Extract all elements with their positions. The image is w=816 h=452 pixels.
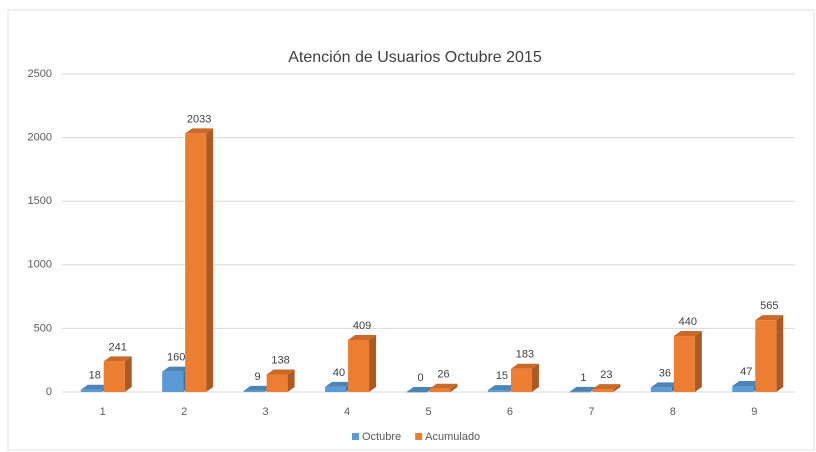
data-label: 15 xyxy=(496,370,508,382)
bar xyxy=(755,315,784,392)
y-tick-label: 2000 xyxy=(28,132,52,144)
y-tick-label: 2500 xyxy=(28,68,52,80)
bar-top xyxy=(755,315,784,321)
data-label: 565 xyxy=(760,300,778,312)
bar xyxy=(348,334,377,392)
bar-front xyxy=(185,133,207,392)
bar xyxy=(406,387,435,393)
data-label: 138 xyxy=(271,354,289,366)
data-label: 241 xyxy=(109,341,127,353)
bar-top xyxy=(325,381,354,387)
x-tick-label: 5 xyxy=(425,406,431,418)
bar-top xyxy=(673,331,702,337)
bar-top xyxy=(732,381,761,387)
bar-front xyxy=(755,320,777,392)
bar-side xyxy=(776,315,784,392)
bar-side xyxy=(694,331,702,392)
bar-side xyxy=(369,334,377,392)
bar-side xyxy=(124,356,132,392)
y-tick-label: 1000 xyxy=(28,259,52,271)
data-label: 9 xyxy=(255,371,261,383)
bar-top xyxy=(243,385,272,391)
data-label: 183 xyxy=(516,349,534,361)
legend-swatch xyxy=(352,433,359,440)
bar-front xyxy=(243,390,265,392)
x-tick-label: 9 xyxy=(751,406,757,418)
bar-front xyxy=(510,368,532,392)
bar-front xyxy=(673,336,695,392)
bar-top xyxy=(487,385,516,391)
bar-front xyxy=(487,390,509,392)
bar-side xyxy=(287,369,295,392)
data-label: 23 xyxy=(600,369,612,381)
data-label: 47 xyxy=(740,366,752,378)
bar-top xyxy=(429,383,458,389)
bar-top xyxy=(406,387,435,392)
data-label: 36 xyxy=(659,367,671,379)
bar-front xyxy=(103,361,125,392)
data-label: 440 xyxy=(679,316,697,328)
bar-front xyxy=(592,389,614,392)
x-tick-label: 7 xyxy=(588,406,594,418)
bar xyxy=(510,363,539,392)
data-label: 160 xyxy=(167,352,185,364)
data-label: 1 xyxy=(580,372,586,384)
data-label: 0 xyxy=(417,372,423,384)
bar xyxy=(592,384,621,392)
x-tick-label: 1 xyxy=(100,406,106,418)
bar-front xyxy=(266,374,288,392)
data-label: 2033 xyxy=(187,113,211,125)
bar-top xyxy=(650,382,679,388)
bar-top xyxy=(569,386,598,392)
bar-top xyxy=(592,384,621,390)
bar-front xyxy=(650,387,672,392)
y-tick-label: 500 xyxy=(34,322,52,334)
bar-front xyxy=(406,392,428,393)
bar xyxy=(185,128,214,392)
x-tick-label: 3 xyxy=(263,406,269,418)
data-label: 18 xyxy=(89,370,101,382)
bar-side xyxy=(450,383,458,392)
bar-front xyxy=(732,386,754,392)
data-label: 409 xyxy=(353,320,371,332)
bar xyxy=(266,369,295,392)
bar-front xyxy=(325,386,347,392)
data-label: 26 xyxy=(437,369,449,381)
bar xyxy=(429,383,458,392)
bar-side xyxy=(531,363,539,392)
bar-front xyxy=(429,388,451,392)
bar-side xyxy=(613,384,621,392)
legend-label: Octubre xyxy=(362,431,401,443)
bar-top xyxy=(185,128,214,134)
bar-top xyxy=(162,366,191,372)
bar-side xyxy=(206,128,214,392)
bar-top xyxy=(266,369,295,375)
bar-front xyxy=(80,389,102,392)
legend-label: Acumulado xyxy=(425,431,480,443)
bar-top xyxy=(80,384,109,390)
bar-top xyxy=(103,356,132,362)
chart-title: Atención de Usuarios Octubre 2015 xyxy=(288,49,542,66)
y-tick-label: 0 xyxy=(46,386,52,398)
bar-top xyxy=(510,363,539,369)
legend-swatch xyxy=(415,433,423,440)
x-tick-label: 2 xyxy=(181,406,187,418)
bar-front xyxy=(569,391,591,393)
data-label: 40 xyxy=(333,367,345,379)
x-tick-label: 4 xyxy=(344,406,350,418)
bar-front xyxy=(348,339,370,392)
x-tick-label: 6 xyxy=(507,406,513,418)
x-tick-label: 8 xyxy=(670,406,676,418)
bar-front xyxy=(162,371,184,392)
bar-top xyxy=(348,334,377,340)
bar xyxy=(103,356,132,392)
bar xyxy=(673,331,702,392)
y-tick-label: 1500 xyxy=(28,195,52,207)
